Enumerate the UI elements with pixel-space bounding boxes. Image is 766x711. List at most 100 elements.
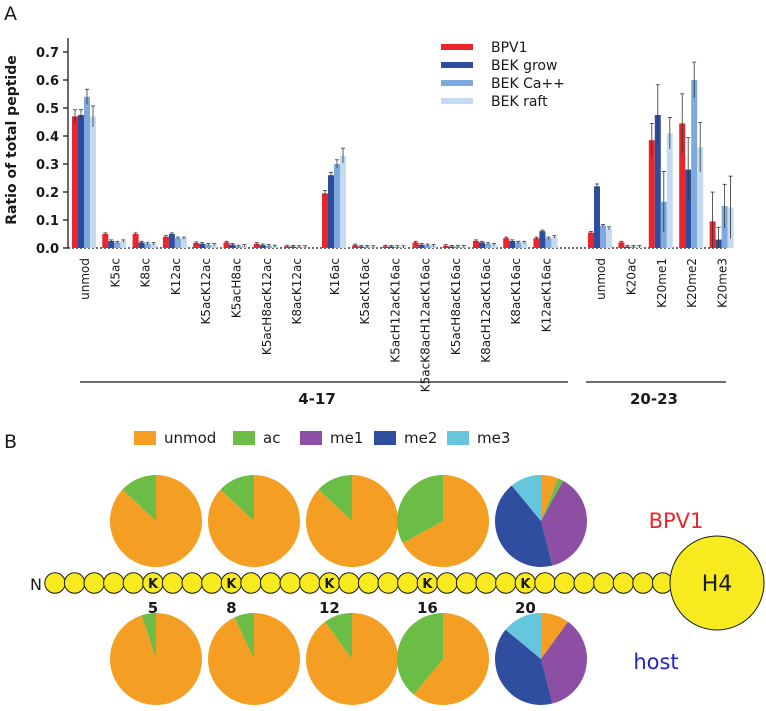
pie-slice-unmod <box>208 613 300 705</box>
y-tick-label: 0.7 <box>36 46 59 61</box>
bar-chart: 0.0 0.1 0.2 0.3 0.4 0.5 0.6 0.7 Ratio of total … <box>4 38 734 408</box>
x-tick-label: K16ac <box>328 258 342 295</box>
y-tick-label: 0.2 <box>36 186 59 201</box>
group-label-4-17: 4-17 <box>298 390 336 408</box>
legend-swatch <box>441 80 473 86</box>
modification-legend: unmod ac me1 me2 me3 <box>134 429 510 447</box>
x-tick-label: K5acH8acK16ac <box>449 258 463 355</box>
bar-bek-grow <box>594 186 600 248</box>
residue-bead <box>123 573 143 593</box>
bar-bek-grow <box>169 234 175 248</box>
site-number: 20 <box>515 599 536 617</box>
legend-swatch-me1 <box>300 431 322 445</box>
bar-series <box>72 62 734 248</box>
x-tick-label: K8ac <box>139 258 153 287</box>
bar-bek-raft <box>340 156 346 248</box>
x-tick-label: K12ac <box>169 258 183 295</box>
bar-bek-ca- <box>175 238 181 248</box>
x-tick-label: K5acH12acK16ac <box>388 258 402 363</box>
x-tick-labels: unmod K5ac K8ac K12ac K5acK12ac K5acH8ac K5acH… <box>78 258 730 392</box>
bar-bpv1 <box>133 234 139 248</box>
legend-label: BPV1 <box>491 40 528 56</box>
legend-swatch <box>441 62 473 68</box>
y-tick-label: 0.5 <box>36 102 59 117</box>
legend-swatch-me3 <box>447 431 469 445</box>
histone-core-label: H4 <box>702 572 733 597</box>
residue-bead <box>162 573 182 593</box>
bar-bek-ca- <box>600 226 606 248</box>
site-number: 8 <box>226 599 236 617</box>
residue-bead <box>574 573 594 593</box>
y-tick-label: 0.3 <box>36 158 59 173</box>
residue-bead <box>358 573 378 593</box>
residue-bead <box>280 573 300 593</box>
legend-label-unmod: unmod <box>164 429 216 447</box>
residue-bead <box>594 573 614 593</box>
x-tick-label: K8acK16ac <box>509 258 523 325</box>
x-tick-label: K20me3 <box>716 258 730 308</box>
legend-label: BEK raft <box>491 94 548 110</box>
x-tick-label: K5acH8ac <box>230 258 244 318</box>
y-tick-label: 0.1 <box>36 214 59 229</box>
residue-bead <box>45 573 65 593</box>
residue-bead <box>496 573 516 593</box>
lysine-label: K <box>148 577 159 592</box>
x-tick-label: K8acK12ac <box>290 258 304 325</box>
legend-swatch-ac <box>233 431 255 445</box>
panel-label-a: A <box>4 3 17 25</box>
site-number: 16 <box>417 599 438 617</box>
legend-label: BEK Ca++ <box>491 76 565 92</box>
lysine-label: K <box>520 577 531 592</box>
legend-label-ac: ac <box>263 429 280 447</box>
x-tick-label: K8acH12acK16ac <box>479 258 493 363</box>
bar-bek-ca- <box>334 164 340 248</box>
site-number: 12 <box>319 599 340 617</box>
bar-legend: BPV1 BEK grow BEK Ca++ BEK raft <box>441 40 565 110</box>
x-tick-label: K20me1 <box>655 258 669 308</box>
bar-bek-grow <box>78 115 84 248</box>
bar-bek-raft <box>606 228 612 248</box>
figure: A 0.00.10.20.30.40.50.60.7 Ratio of tota… <box>0 0 766 711</box>
legend-swatch <box>441 44 473 50</box>
legend-label: BEK grow <box>491 58 557 74</box>
y-tick-label: 0.0 <box>36 242 59 257</box>
residue-bead <box>202 573 222 593</box>
bar-bpv1 <box>72 116 78 248</box>
residue-bead <box>260 573 280 593</box>
bar-bpv1 <box>588 233 594 248</box>
n-terminus-label: N <box>30 575 42 594</box>
x-tick-label: K5acK12ac <box>199 258 213 325</box>
bar-bpv1 <box>322 193 328 248</box>
y-axis: 0.00.10.20.30.40.50.60.7 <box>36 38 726 257</box>
x-tick-label: unmod <box>594 258 608 300</box>
bar-bek-ca- <box>691 80 697 248</box>
legend-swatch <box>441 98 473 104</box>
bar-bpv1 <box>503 238 509 248</box>
residue-bead <box>554 573 574 593</box>
bar-bpv1 <box>102 234 108 248</box>
bar-bpv1 <box>163 237 169 248</box>
lysine-label: K <box>226 577 237 592</box>
legend-label-me1: me1 <box>330 429 363 447</box>
residue-bead <box>84 573 104 593</box>
x-tick-label: K5acK16ac <box>358 258 372 325</box>
residue-bead <box>476 573 496 593</box>
y-tick-label: 0.6 <box>36 74 59 89</box>
row-label-bpv1: BPV1 <box>649 509 704 533</box>
bar-bek-ca- <box>545 238 551 248</box>
bar-bek-raft <box>667 133 673 248</box>
legend-swatch-me2 <box>374 431 396 445</box>
residue-bead <box>339 573 359 593</box>
group-label-20-23: 20-23 <box>630 390 678 408</box>
residue-bead <box>613 573 633 593</box>
panel-label-b: B <box>4 431 17 453</box>
residue-bead <box>241 573 261 593</box>
x-tick-label: K5ac <box>108 258 122 287</box>
row-label-host: host <box>633 650 678 674</box>
x-tick-label: K5acK8acH12acK16ac <box>419 258 433 392</box>
y-axis-label: Ratio of total peptide <box>4 55 20 224</box>
residue-bead <box>378 573 398 593</box>
bar-bpv1 <box>533 238 539 248</box>
bar-bek-grow <box>539 231 545 248</box>
bar-bek-raft <box>90 116 96 248</box>
